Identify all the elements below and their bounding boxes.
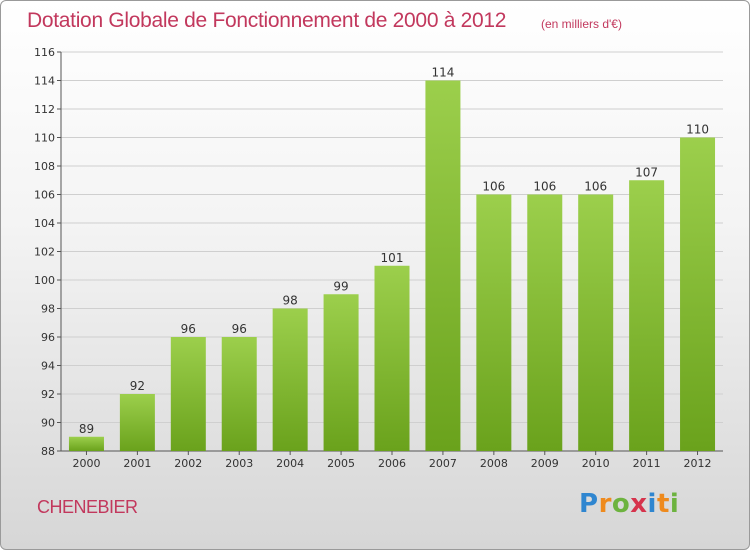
logo-letter: r <box>598 489 612 519</box>
bar <box>119 394 155 451</box>
bar <box>425 80 461 451</box>
x-tick-label: 2005 <box>327 457 355 470</box>
bar-value-label: 99 <box>333 279 348 293</box>
bar-value-label: 106 <box>533 180 556 194</box>
y-tick-label: 100 <box>34 274 55 287</box>
bar-value-label: 92 <box>130 379 145 393</box>
bar-value-label: 106 <box>584 180 607 194</box>
bar <box>272 308 308 451</box>
proxiti-logo[interactable]: Proxiti <box>579 489 679 519</box>
bar-layer <box>68 80 716 451</box>
bar <box>374 265 410 451</box>
bar <box>170 337 206 451</box>
bar-value-label: 114 <box>431 66 454 80</box>
y-tick-label: 112 <box>34 103 55 116</box>
x-tick-label: 2009 <box>531 457 559 470</box>
bar-value-label: 89 <box>79 422 94 436</box>
logo-letter: i <box>647 489 657 519</box>
logo-letter: x <box>630 489 648 519</box>
y-tick-label: 94 <box>41 360 55 373</box>
bar <box>680 137 716 451</box>
x-tick-label: 2002 <box>174 457 202 470</box>
chart-unit-note: (en milliers d'€) <box>541 17 622 31</box>
bar <box>476 194 512 451</box>
bar <box>527 194 563 451</box>
bar <box>578 194 614 451</box>
y-tick-label: 96 <box>41 331 55 344</box>
bar-value-label: 96 <box>181 322 196 336</box>
y-tick-label: 90 <box>41 417 55 430</box>
x-tick-label: 2006 <box>378 457 406 470</box>
x-tick-label: 2008 <box>480 457 508 470</box>
bar <box>68 436 104 451</box>
y-tick-label: 92 <box>41 388 55 401</box>
bar-value-label: 98 <box>283 294 298 308</box>
bar-value-label: 96 <box>232 322 247 336</box>
logo-letter: t <box>656 489 670 519</box>
y-tick-label: 110 <box>34 132 55 145</box>
y-tick-label: 102 <box>34 246 55 259</box>
y-tick-label: 104 <box>34 217 55 230</box>
x-tick-label: 2004 <box>276 457 304 470</box>
logo-letter: i <box>669 489 680 519</box>
bar-value-label: 110 <box>686 123 709 137</box>
x-tick-label: 2001 <box>123 457 151 470</box>
bar-value-label: 107 <box>635 165 658 179</box>
y-tick-label: 88 <box>41 445 55 458</box>
chart-title: Dotation Globale de Fonctionnement de 20… <box>27 9 507 32</box>
commune-name: CHENEBIER <box>37 497 138 517</box>
y-tick-label: 106 <box>34 189 55 202</box>
bar <box>629 180 665 451</box>
y-tick-label: 116 <box>34 46 55 59</box>
bar-value-label: 101 <box>381 251 404 265</box>
x-tick-label: 2003 <box>225 457 253 470</box>
bar <box>323 294 359 451</box>
x-tick-label: 2007 <box>429 457 457 470</box>
y-tick-label: 114 <box>34 75 55 88</box>
logo-letter: o <box>611 489 631 519</box>
y-tick-label: 108 <box>34 160 55 173</box>
bar <box>221 337 257 451</box>
logo-letter: P <box>579 489 599 519</box>
x-tick-label: 2011 <box>633 457 661 470</box>
y-tick-label: 98 <box>41 303 55 316</box>
x-tick-label: 2012 <box>684 457 712 470</box>
x-tick-label: 2000 <box>72 457 100 470</box>
label-layer: 89 92 96 96 98 99 101 114 106 106 106 107 110 <box>79 66 709 436</box>
bar-value-label: 106 <box>482 180 505 194</box>
x-tick-label: 2010 <box>582 457 610 470</box>
